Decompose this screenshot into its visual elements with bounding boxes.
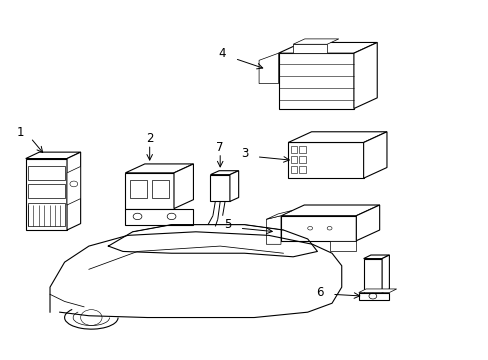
Polygon shape [266, 216, 281, 244]
Bar [130, 180, 147, 198]
Polygon shape [363, 255, 388, 258]
Polygon shape [125, 208, 193, 225]
Polygon shape [26, 152, 81, 158]
Bar [299, 146, 305, 153]
Bar [290, 146, 296, 153]
Text: 1: 1 [17, 126, 24, 139]
Polygon shape [210, 171, 238, 175]
Polygon shape [266, 210, 292, 219]
Text: 5: 5 [224, 218, 231, 231]
Polygon shape [381, 255, 388, 293]
Bar [299, 156, 305, 163]
Polygon shape [287, 132, 386, 143]
Text: 3: 3 [240, 147, 248, 160]
Polygon shape [287, 143, 363, 178]
Polygon shape [210, 175, 229, 202]
Bar [28, 184, 64, 198]
Polygon shape [363, 258, 381, 293]
Polygon shape [292, 39, 338, 44]
Polygon shape [281, 216, 356, 241]
Text: 4: 4 [219, 47, 226, 60]
Polygon shape [329, 241, 356, 251]
Bar [152, 180, 169, 198]
Bar [290, 166, 296, 173]
Text: 6: 6 [315, 286, 323, 299]
Polygon shape [67, 152, 81, 230]
Bar [28, 166, 64, 180]
Bar [28, 203, 64, 226]
Polygon shape [259, 53, 278, 84]
Bar [290, 156, 296, 163]
Polygon shape [358, 293, 388, 300]
Polygon shape [26, 158, 67, 230]
Polygon shape [278, 53, 353, 109]
Polygon shape [363, 132, 386, 178]
Text: 2: 2 [145, 132, 153, 145]
Polygon shape [125, 164, 193, 173]
Polygon shape [174, 164, 193, 208]
Polygon shape [67, 166, 81, 205]
Polygon shape [229, 171, 238, 202]
Polygon shape [358, 289, 396, 293]
Polygon shape [353, 42, 376, 109]
Bar [299, 166, 305, 173]
Polygon shape [125, 173, 174, 208]
Text: 7: 7 [216, 141, 224, 154]
Polygon shape [278, 42, 376, 53]
Polygon shape [281, 205, 379, 216]
Polygon shape [292, 44, 326, 53]
Polygon shape [356, 205, 379, 241]
